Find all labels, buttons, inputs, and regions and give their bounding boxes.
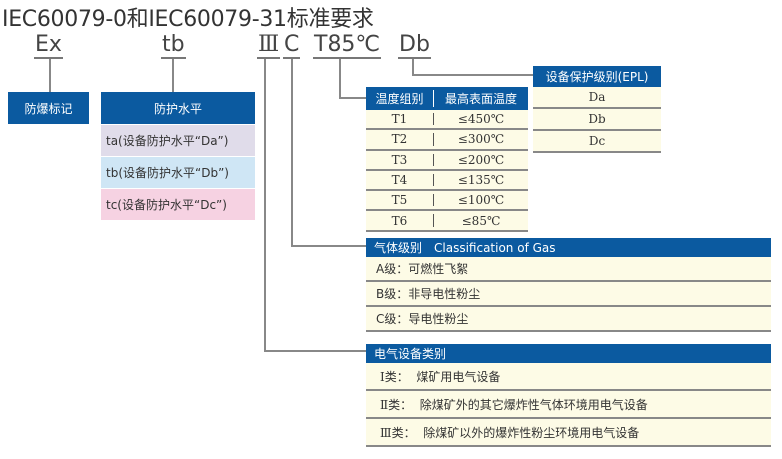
connector-tb — [172, 59, 174, 92]
equipment-row: Ⅲ类： 除煤矿以外的爆炸性粉尘环境用电气设备 — [366, 419, 771, 447]
column-divider — [433, 133, 434, 146]
epl-row: Da — [533, 87, 661, 109]
temperature-row: T2 ≤300℃ — [366, 130, 528, 151]
connector-gas-h — [291, 245, 366, 247]
code-epl: Db — [398, 32, 431, 59]
equipment-row: Ⅱ类： 除煤矿外的其它爆炸性气体环境用电气设备 — [366, 391, 771, 419]
column-divider — [433, 194, 434, 207]
gas-row: C级：导电性粉尘 — [366, 307, 771, 332]
temp-class: T4 — [391, 173, 408, 188]
connector-epl-h — [412, 74, 533, 76]
equipment-header: 电气设备类别 — [366, 344, 771, 363]
connector-ex — [49, 59, 51, 92]
code-group: Ⅲ — [257, 32, 281, 59]
code-tb: tb — [161, 32, 186, 59]
gas-header-cn: 气体级别 — [374, 241, 423, 255]
epl-level: Db — [588, 112, 606, 126]
gas-class: C级：导电性粉尘 — [376, 312, 469, 326]
equipment-class: Ⅲ类： 除煤矿以外的爆炸性粉尘环境用电气设备 — [380, 425, 640, 440]
gas-class: B级：非导电性粉尘 — [376, 287, 481, 301]
temp-max: ≤85℃ — [461, 213, 501, 228]
temp-header-group: 温度组别 — [366, 90, 434, 107]
gas-class: A级：可燃性飞絮 — [376, 262, 469, 276]
column-divider — [433, 113, 434, 126]
epl-level: Dc — [588, 134, 606, 148]
temp-max: ≤135℃ — [457, 173, 505, 188]
connector-epl — [412, 59, 414, 76]
epl-level: Da — [588, 90, 606, 104]
gas-row: A级：可燃性飞絮 — [366, 257, 771, 282]
code-gas: C — [283, 32, 301, 59]
gas-header-en: Classification of Gas — [434, 240, 556, 255]
connector-gas — [291, 59, 293, 247]
explosion-mark-header: 防爆标记 — [8, 92, 89, 124]
temp-class: T1 — [391, 112, 408, 127]
temp-max: ≤300℃ — [457, 132, 505, 147]
gas-row: B级：非导电性粉尘 — [366, 282, 771, 307]
gas-table: 气体级别 Classification of Gas A级：可燃性飞絮 B级：非导… — [366, 238, 771, 332]
protection-level-row: tb(设备防护水平“Db”) — [101, 156, 255, 188]
temperature-row: T6 ≤85℃ — [366, 211, 528, 232]
temp-class: T2 — [391, 132, 408, 147]
connector-temp-h — [339, 97, 366, 99]
temp-max: ≤450℃ — [457, 112, 505, 127]
epl-header: 设备保护级别(EPL) — [533, 66, 661, 87]
temp-max: ≤200℃ — [457, 152, 505, 167]
code-temp: T85℃ — [313, 32, 382, 59]
temp-class: T5 — [391, 193, 408, 208]
column-divider — [433, 153, 434, 166]
epl-row: Db — [533, 109, 661, 131]
equipment-table: 电气设备类别 Ⅰ类： 煤矿用电气设备 Ⅱ类： 除煤矿外的其它爆炸性气体环境用电气设… — [366, 344, 771, 447]
title: IEC60079-0和IEC60079-31标准要求 — [2, 7, 374, 32]
temp-header-max: 最高表面温度 — [444, 92, 517, 106]
equipment-row: Ⅰ类： 煤矿用电气设备 — [366, 363, 771, 391]
protection-level-header: 防护水平 — [101, 92, 255, 124]
equipment-class: Ⅰ类： 煤矿用电气设备 — [380, 369, 501, 384]
column-divider — [433, 214, 434, 227]
protection-level-table: 防护水平 ta(设备防护水平“Da”) tb(设备防护水平“Db”) tc(设备防护… — [101, 92, 255, 220]
temp-class: T6 — [391, 213, 408, 228]
equipment-class: Ⅱ类： 除煤矿外的其它爆炸性气体环境用电气设备 — [380, 397, 648, 412]
protection-level-row: ta(设备防护水平“Da”) — [101, 124, 255, 156]
connector-group — [264, 59, 266, 352]
epl-table: 设备保护级别(EPL) Da Db Dc — [533, 66, 661, 153]
connector-group-h — [264, 350, 366, 352]
code-ex: Ex — [34, 32, 63, 59]
temperature-table: 温度组别 最高表面温度 T1 ≤450℃ T2 ≤300℃ T3 ≤200℃ T4 ≤135℃… — [366, 87, 528, 232]
epl-row: Dc — [533, 131, 661, 153]
temperature-row: T5 ≤100℃ — [366, 191, 528, 212]
connector-temp — [339, 59, 341, 99]
protection-level-row: tc(设备防护水平“Dc”) — [101, 188, 255, 220]
temperature-row: T1 ≤450℃ — [366, 110, 528, 131]
temperature-row: T4 ≤135℃ — [366, 170, 528, 192]
column-divider — [433, 173, 434, 187]
temp-class: T3 — [391, 152, 408, 167]
temp-max: ≤100℃ — [457, 193, 505, 208]
temperature-row: T3 ≤200℃ — [366, 150, 528, 171]
